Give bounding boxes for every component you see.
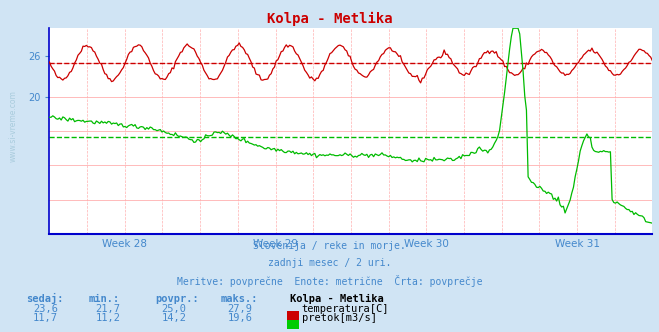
Text: temperatura[C]: temperatura[C]	[302, 304, 389, 314]
Text: 11,2: 11,2	[96, 313, 121, 323]
Text: Slovenija / reke in morje.: Slovenija / reke in morje.	[253, 241, 406, 251]
Text: pretok[m3/s]: pretok[m3/s]	[302, 313, 377, 323]
Text: povpr.:: povpr.:	[155, 294, 198, 304]
Text: 27,9: 27,9	[227, 304, 252, 314]
Text: 19,6: 19,6	[227, 313, 252, 323]
Text: Meritve: povprečne  Enote: metrične  Črta: povprečje: Meritve: povprečne Enote: metrične Črta:…	[177, 275, 482, 287]
Text: sedaj:: sedaj:	[26, 293, 64, 304]
Text: 25,0: 25,0	[161, 304, 186, 314]
Text: Kolpa - Metlika: Kolpa - Metlika	[290, 294, 384, 304]
Text: maks.:: maks.:	[221, 294, 258, 304]
Text: 14,2: 14,2	[161, 313, 186, 323]
Text: 11,7: 11,7	[33, 313, 58, 323]
Text: 23,6: 23,6	[33, 304, 58, 314]
Text: min.:: min.:	[89, 294, 120, 304]
Text: Kolpa - Metlika: Kolpa - Metlika	[267, 12, 392, 26]
Text: 21,7: 21,7	[96, 304, 121, 314]
Text: www.si-vreme.com: www.si-vreme.com	[9, 90, 18, 162]
Text: zadnji mesec / 2 uri.: zadnji mesec / 2 uri.	[268, 258, 391, 268]
